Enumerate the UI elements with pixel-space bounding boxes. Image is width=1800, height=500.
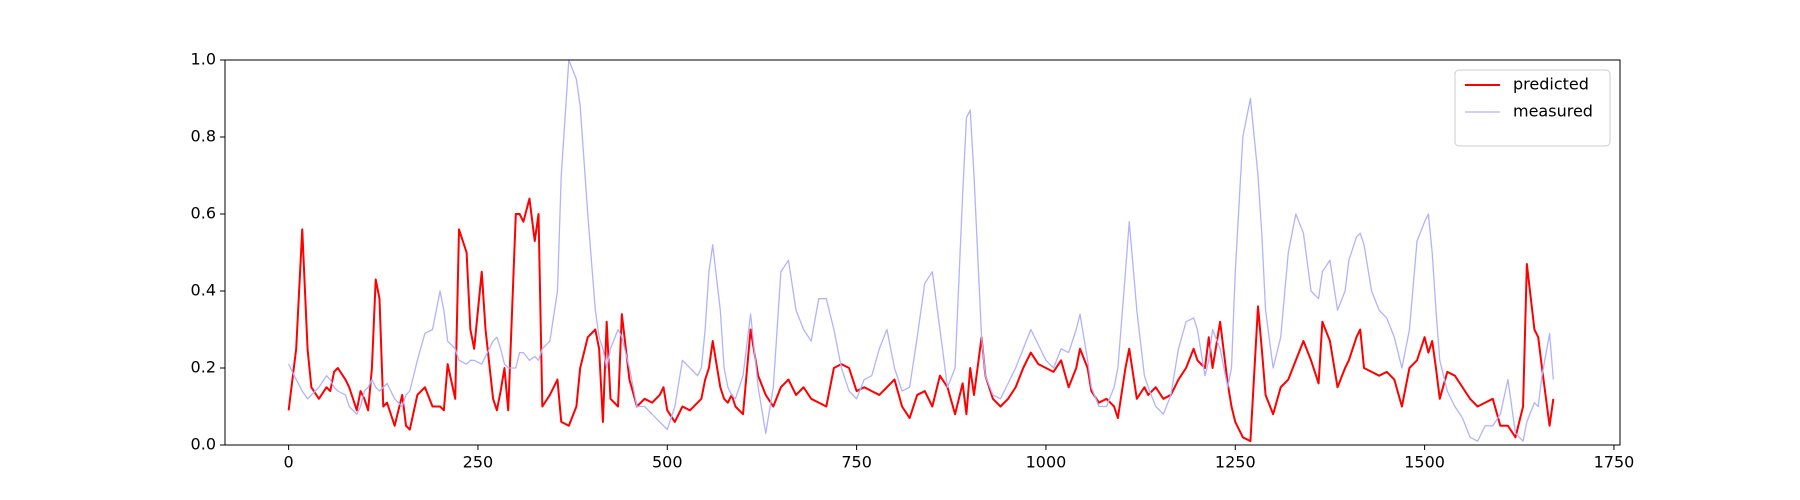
x-tick-label: 1000 [1026,453,1067,472]
x-tick-label: 500 [652,453,683,472]
y-tick-label: 0.6 [191,204,216,223]
series-line [288,59,1555,442]
legend-label: predicted [1513,75,1589,94]
y-tick-label: 0.4 [191,281,216,300]
y-tick-label: 1.0 [191,50,216,69]
y-tick-label: 0.0 [191,435,216,454]
x-tick-label: 750 [841,453,872,472]
y-tick-label: 0.2 [191,358,216,377]
x-tick-label: 250 [463,453,494,472]
y-tick-label: 0.8 [191,127,216,146]
legend-label: measured [1513,102,1593,121]
x-tick-label: 0 [284,453,294,472]
x-tick-label: 1250 [1215,453,1256,472]
series-line [287,197,1555,443]
x-tick-label: 1500 [1404,453,1445,472]
plot-frame [224,59,1621,446]
legend-box [1454,69,1611,147]
x-tick-label: 1750 [1594,453,1635,472]
